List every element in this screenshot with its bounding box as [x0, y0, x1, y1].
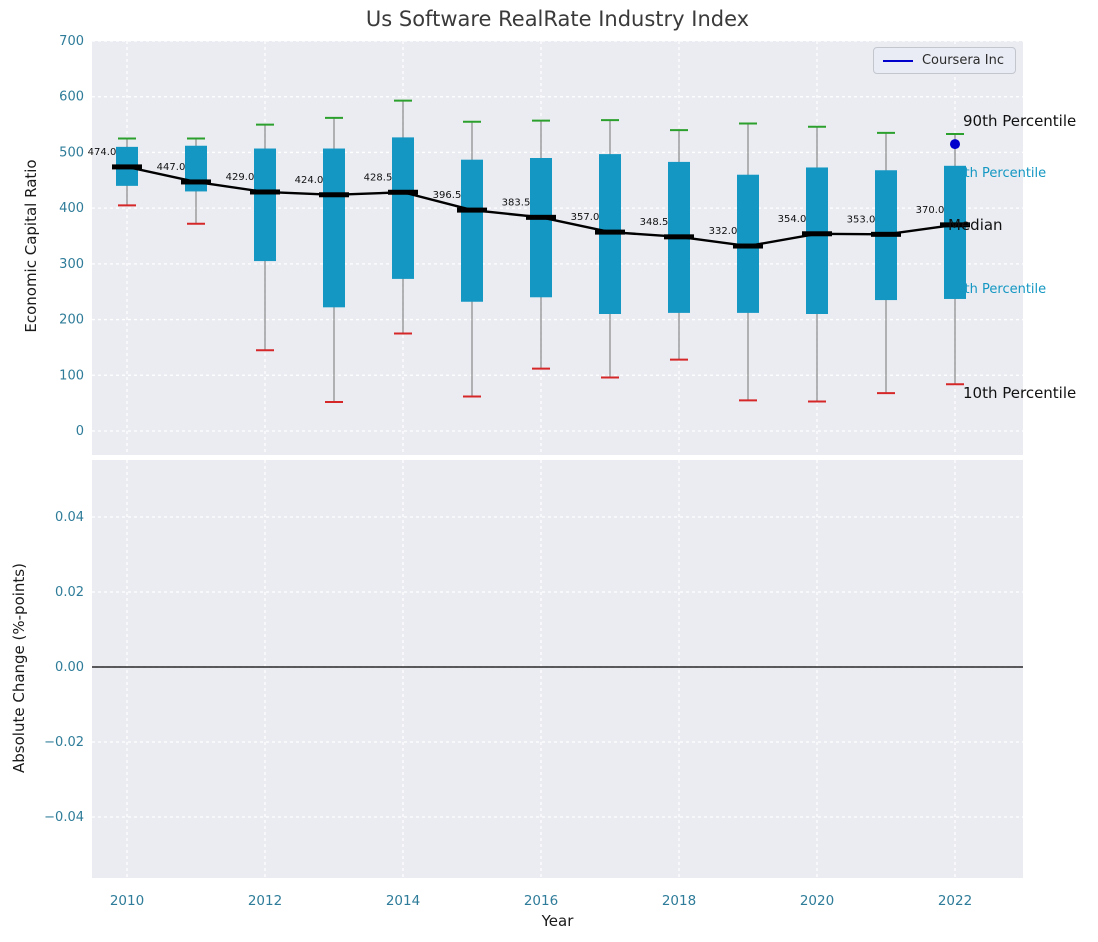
y-tick-label-top: 100 [59, 368, 84, 383]
median-marker [802, 231, 832, 237]
y-tick-label-top: 400 [59, 201, 84, 216]
median-marker [526, 214, 556, 220]
median-marker [319, 192, 349, 198]
median-value-label: 383.5 [502, 197, 531, 208]
y-tick-label-top: 600 [59, 90, 84, 105]
median-value-label: 357.0 [571, 212, 600, 223]
y-tick-label-top: 700 [59, 34, 84, 49]
x-tick-label: 2016 [524, 893, 558, 909]
bottom-panel-bg [92, 460, 1023, 878]
y-tick-label-top: 300 [59, 257, 84, 272]
x-tick-label: 2010 [110, 893, 144, 909]
y-tick-label-bottom: −0.04 [44, 810, 84, 825]
x-tick-label: 2020 [800, 893, 834, 909]
median-marker [250, 189, 280, 195]
y-tick-label-top: 200 [59, 313, 84, 328]
median-value-label: 370.0 [916, 205, 945, 216]
legend: Coursera Inc [872, 47, 1016, 74]
y-tick-label-bottom: 0.04 [55, 510, 84, 525]
median-marker [664, 234, 694, 240]
median-marker [388, 189, 418, 195]
median-value-label: 429.0 [226, 172, 255, 183]
median-value-label: 353.0 [847, 214, 876, 225]
y-tick-label-bottom: 0.02 [55, 585, 84, 600]
y-tick-label-bottom: 0.00 [55, 660, 84, 675]
legend-line-sample [882, 59, 913, 62]
median-value-label: 447.0 [157, 162, 186, 173]
company-point [950, 139, 960, 150]
iqr-box [254, 148, 276, 262]
x-tick-label: 2012 [248, 893, 282, 909]
median-marker [112, 164, 142, 170]
iqr-box [323, 148, 345, 308]
iqr-box [530, 158, 552, 298]
top-panel-bg [92, 41, 1023, 455]
x-axis-label: Year [541, 912, 574, 930]
iqr-box [944, 165, 966, 299]
iqr-box [806, 167, 828, 314]
median-value-label: 332.0 [709, 226, 738, 237]
y-axis-label-top: Economic Capital Ratio [22, 159, 40, 333]
iqr-box [392, 137, 414, 279]
median-value-label: 424.0 [295, 175, 324, 186]
iqr-box [461, 159, 483, 302]
median-marker [181, 179, 211, 185]
y-tick-label-top: 0 [76, 424, 84, 439]
median-value-label: 428.5 [364, 172, 393, 183]
median-value-label: 396.5 [433, 190, 462, 201]
median-value-label: 474.0 [88, 147, 117, 158]
label-median: Median [948, 216, 1003, 234]
median-marker [871, 231, 901, 237]
label-10th-percentile: 10th Percentile [963, 384, 1076, 402]
x-tick-label: 2014 [386, 893, 420, 909]
y-axis-label-bottom: Absolute Change (%-points) [10, 563, 28, 773]
median-marker [457, 207, 487, 213]
label-90th-percentile: 90th Percentile [963, 112, 1076, 130]
x-tick-label: 2022 [938, 893, 972, 909]
label-75th-percentile: 75th Percentile [948, 166, 1046, 181]
median-marker [940, 222, 970, 228]
x-tick-label: 2018 [662, 893, 696, 909]
chart-title: Us Software RealRate Industry Index [365, 7, 750, 31]
median-value-label: 354.0 [778, 214, 807, 225]
median-value-label: 348.5 [640, 217, 669, 228]
label-25th-percentile: 25th Percentile [948, 282, 1046, 297]
legend-label: Coursera Inc [921, 53, 1004, 68]
y-tick-label-top: 500 [59, 145, 84, 160]
median-marker [595, 229, 625, 235]
iqr-box [185, 145, 207, 192]
y-tick-label-bottom: −0.02 [44, 735, 84, 750]
median-marker [733, 243, 763, 249]
